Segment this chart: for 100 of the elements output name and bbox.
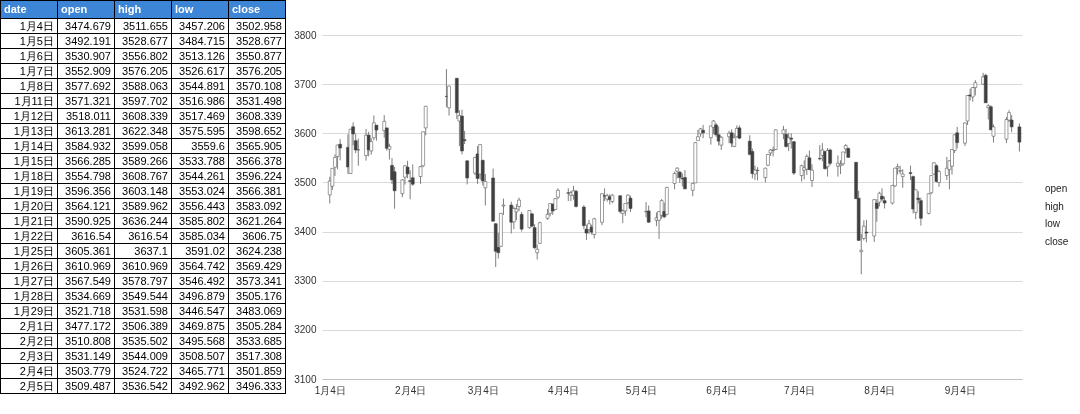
text: 3533.788	[179, 154, 225, 167]
text: 3599.058	[122, 139, 168, 152]
text: 3610.969	[122, 259, 168, 272]
text: 3585.034	[179, 229, 225, 242]
y-tick-label: 3800	[294, 29, 317, 41]
text: 3509.487	[65, 379, 111, 392]
text: 3571.321	[65, 94, 111, 107]
text: 3564.742	[179, 259, 225, 272]
text: 3608.339	[122, 109, 168, 122]
text: high	[1045, 199, 1065, 214]
text: 3544.891	[179, 79, 225, 92]
text: 3588.063	[122, 79, 168, 92]
x-tick-label: 7月4日	[783, 384, 816, 396]
text: 1月18日	[13, 169, 54, 182]
text: 3553.024	[179, 184, 225, 197]
text: 3578.797	[122, 274, 168, 287]
text: close	[232, 3, 261, 15]
text: 1月29日	[13, 304, 54, 317]
text: open	[61, 3, 88, 15]
text: 3616.54	[128, 229, 168, 242]
text: 3457.206	[179, 19, 225, 32]
text: 3501.859	[236, 364, 282, 377]
text: 3550.877	[236, 49, 282, 62]
text: 3549.544	[122, 289, 168, 302]
text: 3583.092	[236, 199, 282, 212]
text: 3505.284	[236, 319, 282, 332]
text: 3616.54	[71, 229, 111, 242]
text: 3524.722	[122, 364, 168, 377]
text: 3596.356	[65, 184, 111, 197]
text: 1月22日	[13, 229, 54, 242]
text: 3606.75	[242, 229, 282, 242]
y-tick-label: 3500	[294, 176, 317, 188]
text: 3528.677	[236, 34, 282, 47]
text: 3610.969	[65, 259, 111, 272]
text: 3502.958	[236, 19, 282, 32]
text: 1月8日	[19, 79, 54, 92]
text: 3613.281	[65, 124, 111, 137]
text: 3521.718	[65, 304, 111, 317]
text: 3526.617	[179, 64, 225, 77]
text: 3621.264	[236, 214, 282, 227]
text: 3584.932	[65, 139, 111, 152]
text: 3531.498	[236, 94, 282, 107]
text: date	[0, 0, 58, 19]
text: 3492.962	[179, 379, 225, 392]
text: 1月13日	[13, 124, 54, 137]
text: 3566.285	[65, 154, 111, 167]
x-tick-label: 6月4日	[706, 384, 738, 396]
candlestick	[512, 206, 516, 230]
text: 1月19日	[13, 184, 54, 197]
text: 3546.492	[179, 274, 225, 287]
text: 3535.502	[122, 334, 168, 347]
text: 1月12日	[13, 109, 54, 122]
text: 3511.655	[122, 19, 168, 32]
text: 3585.802	[179, 214, 225, 227]
text: 3474.679	[65, 19, 111, 32]
text: 3484.715	[179, 34, 225, 47]
text: 3569.429	[236, 259, 282, 272]
text: 1月21日	[13, 214, 54, 227]
x-tick-label: 3月4日	[467, 384, 499, 396]
text: 3624.238	[236, 244, 282, 257]
text: 3469.875	[179, 319, 225, 332]
text: 3598.652	[236, 124, 282, 137]
candlestick	[1017, 122, 1022, 152]
text: 2月3日	[19, 349, 54, 362]
text: 3528.677	[122, 34, 168, 47]
text: 1月15日	[13, 154, 54, 167]
x-tick-label: 8月4日	[864, 384, 896, 396]
text: 3536.542	[122, 379, 168, 392]
text: 3492.191	[65, 34, 111, 47]
text: 2月1日	[19, 319, 54, 332]
text: 3517.469	[179, 109, 225, 122]
text: 3636.244	[122, 214, 168, 227]
text: 3608.339	[236, 109, 282, 122]
text: 3516.986	[179, 94, 225, 107]
text: 3590.925	[65, 214, 111, 227]
text: 3566.381	[236, 184, 282, 197]
text: 1月7日	[19, 64, 54, 77]
x-tick-label: 9月4日	[944, 384, 976, 396]
text: 1月11日	[14, 94, 54, 107]
text: 3605.361	[65, 244, 111, 257]
text: 3506.389	[122, 319, 168, 332]
text: 3596.224	[236, 169, 282, 182]
text: close	[1045, 234, 1069, 249]
candlestick	[784, 128, 788, 149]
text: 2月2日	[19, 334, 54, 347]
text: 3591.02	[185, 244, 225, 257]
candlestick	[955, 126, 959, 150]
x-tick-label: 4月4日	[548, 384, 580, 396]
text: 3505.176	[236, 289, 282, 302]
y-tick-label: 3100	[294, 373, 317, 385]
text: 3576.205	[236, 64, 282, 77]
y-tick-label: 3300	[294, 275, 317, 287]
text: 3465.771	[179, 364, 225, 377]
text: 3503.779	[65, 364, 111, 377]
y-tick-label: 3700	[294, 78, 317, 90]
text: 3567.549	[65, 274, 111, 287]
text: 3510.808	[65, 334, 111, 347]
text: 1月6日	[19, 49, 54, 62]
text: 3508.507	[179, 349, 225, 362]
text: 3483.069	[236, 304, 282, 317]
